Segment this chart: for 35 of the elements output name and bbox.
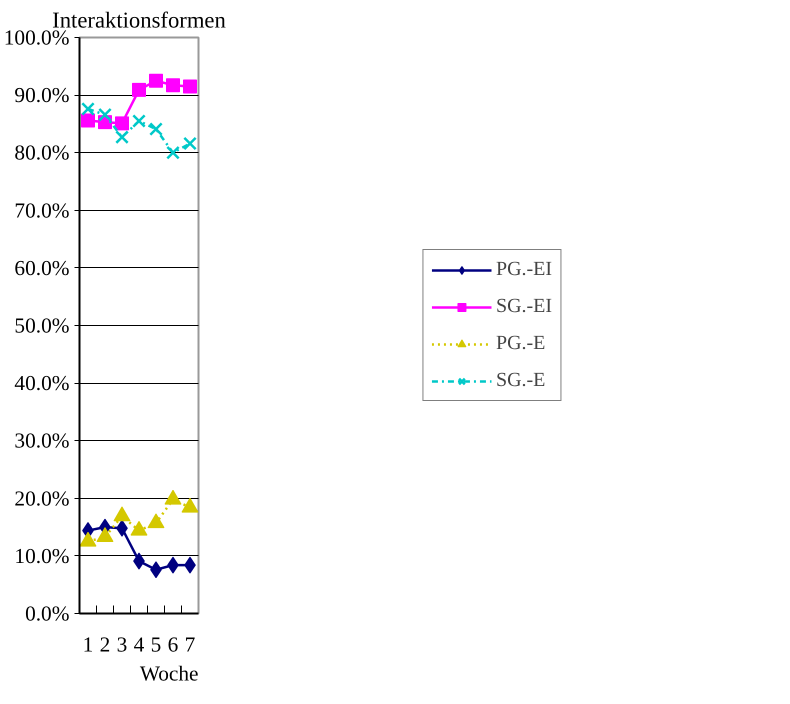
point [132,82,146,97]
x-tick-label: 5 [150,632,162,656]
point [183,136,197,150]
y-tick-label: 20.0% [14,486,70,510]
y-tick-label: 60.0% [14,256,70,280]
y-tick-label: 10.0% [14,544,70,568]
y-tick-label: 30.0% [14,428,70,453]
point [81,102,95,116]
x-axis-title: Woche [140,662,199,686]
y-tick-label: 80.0% [14,140,70,165]
x-tick-label: 1 [82,632,94,656]
legend-label: SG.-EI [496,295,552,318]
point [149,74,163,88]
point [81,113,95,128]
y-tick-label: 90.0% [14,83,70,108]
point [166,78,180,92]
legend-label: SG.-E [496,369,546,392]
x-tick-label: 6 [168,632,179,656]
point [183,79,197,94]
legend-label: PG.-E [496,332,546,355]
x-tick-label: 7 [184,632,196,656]
y-tick-label: 70.0% [14,198,70,222]
x-tick-label: 4 [134,632,145,656]
point [115,116,129,130]
y-tick-label: 50.0% [14,314,70,338]
point [98,108,112,122]
point [132,114,146,128]
x-tick-label: 3 [116,632,128,656]
legend-label: PG.-EI [496,258,552,281]
y-tick-label: 40.0% [14,371,70,396]
point [115,130,129,144]
x-tick-label: 2 [100,632,110,656]
y-tick-label: 0.0% [25,602,70,626]
point [149,122,163,136]
point [166,146,180,160]
